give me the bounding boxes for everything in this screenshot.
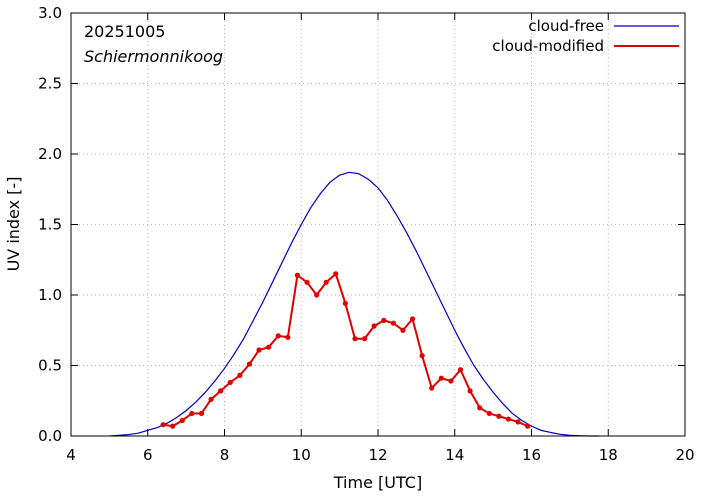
x-tick-label: 12 [368,446,387,464]
data-point-cloud-modified [179,417,185,424]
data-point-cloud-modified [227,379,233,386]
x-tick-label: 16 [522,446,541,464]
y-tick-label: 0.5 [38,357,62,375]
x-tick-label: 8 [220,446,230,464]
x-tick-label: 6 [143,446,153,464]
data-point-cloud-modified [342,300,348,307]
legend: cloud-free cloud-modified [492,17,679,55]
data-point-cloud-modified [448,378,454,384]
data-point-cloud-modified [294,272,301,278]
legend-label-cloud-modified: cloud-modified [492,37,604,55]
x-tick-label: 4 [66,446,76,464]
data-point-cloud-modified [352,336,358,342]
series-line-cloud-modified [162,272,529,428]
location-annotation: Schiermonnikoog [84,47,223,66]
plot-series [109,171,599,437]
legend-label-cloud-free: cloud-free [528,17,604,35]
data-point-cloud-modified [237,372,243,378]
data-point-cloud-modified [160,422,166,428]
data-point-cloud-modified [246,361,253,367]
data-point-cloud-modified [477,405,483,411]
data-point-cloud-modified [314,292,320,298]
data-point-cloud-modified [457,367,464,373]
data-point-cloud-modified [505,416,512,422]
x-tick-label: 10 [292,446,311,464]
data-point-cloud-modified [400,327,406,333]
data-point-cloud-modified [486,410,492,417]
data-point-cloud-modified [496,413,502,419]
data-point-cloud-modified [275,333,281,339]
data-point-cloud-modified [170,423,176,429]
x-tick-label: 20 [675,446,694,464]
x-tick-label: 18 [599,446,618,464]
y-tick-label: 2.5 [38,75,62,93]
data-point-cloud-modified [438,375,444,381]
data-point-cloud-modified [304,279,310,285]
x-axis-label: Time [UTC] [333,473,422,492]
data-point-cloud-modified [381,317,387,323]
data-point-cloud-modified [285,334,291,340]
y-tick-label: 0.0 [38,427,62,445]
data-point-cloud-modified [467,388,473,394]
data-point-cloud-modified [323,279,329,285]
data-point-cloud-modified [266,344,272,350]
y-tick-label: 2.0 [38,145,62,163]
data-point-cloud-modified [429,385,435,391]
y-tick-label: 1.5 [38,216,62,234]
data-point-cloud-modified [218,388,224,394]
x-tick-label: 14 [445,446,464,464]
data-point-cloud-modified [525,423,531,429]
data-point-cloud-modified [515,419,521,425]
data-point-cloud-modified [361,336,368,342]
y-tick-label: 1.0 [38,286,62,304]
data-point-cloud-modified [333,271,339,277]
data-point-cloud-modified [208,396,214,402]
date-annotation: 20251005 [84,22,165,41]
data-point-cloud-modified [371,323,377,329]
axis-ticks [70,12,686,437]
y-tick-labels: 0.0 0.5 1.0 1.5 2.0 2.5 3.0 [38,4,62,445]
series-line-cloud-free [109,171,599,437]
data-point-cloud-modified [419,353,425,359]
data-point-cloud-modified [189,410,195,417]
data-point-cloud-modified [256,347,262,353]
data-point-cloud-modified [409,316,416,322]
x-tick-labels: 4 6 8 10 12 14 16 18 20 [66,446,694,464]
data-point-cloud-modified [198,410,205,417]
y-axis-label: UV index [-] [4,177,23,272]
y-tick-label: 3.0 [38,4,62,22]
grid [71,13,685,436]
data-point-cloud-modified [390,320,396,326]
